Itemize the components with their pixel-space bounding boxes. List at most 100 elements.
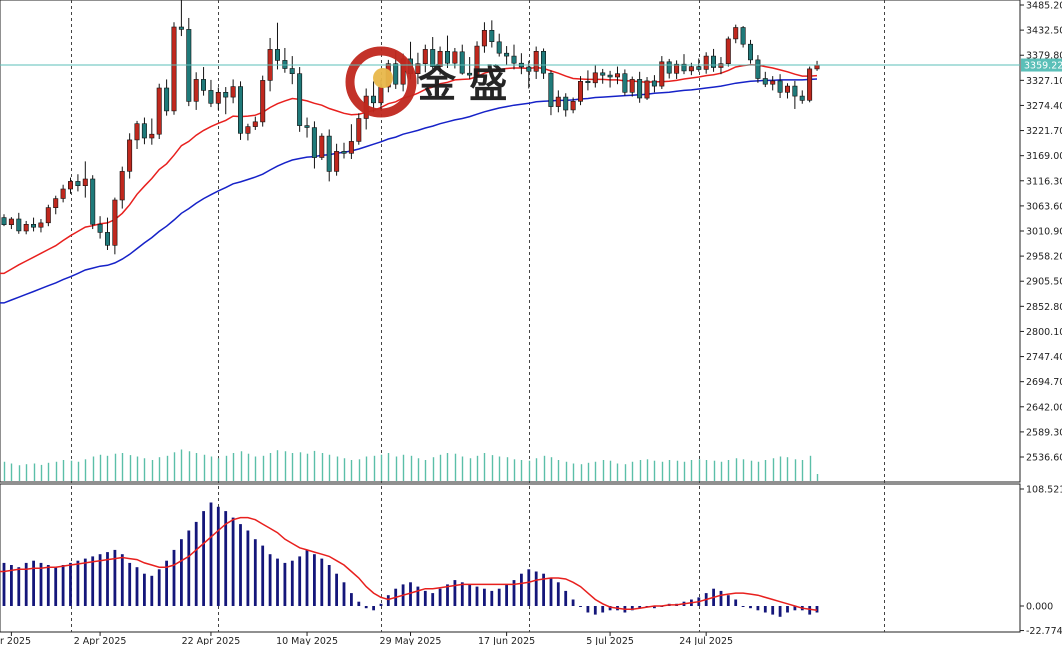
histogram-bar-25: [187, 530, 191, 606]
candle-95: [703, 52, 709, 74]
candle-body-31: [230, 86, 236, 98]
candle-87: [644, 77, 650, 100]
histogram-bar-48: [357, 601, 361, 606]
candle-66: [489, 20, 495, 48]
histogram-bar-0: [2, 562, 6, 606]
candle-body-17: [127, 139, 133, 172]
oscillator-signal: [0, 516, 818, 612]
histogram-bar-27: [202, 511, 205, 606]
candle-body-6: [45, 207, 51, 224]
candle-28: [208, 79, 214, 108]
candle-body-58: [430, 49, 436, 67]
candle-body-91: [674, 63, 680, 74]
histogram-bar-52: [386, 595, 390, 606]
histogram-bar-5: [39, 562, 43, 606]
histogram-bar-68: [505, 584, 508, 606]
candle-body-7: [53, 198, 59, 209]
histogram-bar-2: [17, 567, 21, 606]
histogram-bar-76: [564, 590, 568, 606]
candle-10: [75, 174, 81, 192]
histogram-bar-105: [778, 606, 782, 617]
candle-body-65: [481, 29, 487, 47]
candle-body-101: [747, 43, 753, 61]
candle-body-94: [696, 66, 702, 70]
histogram-bar-9: [69, 562, 72, 606]
histogram-bar-56: [416, 586, 420, 606]
candle-body-77: [570, 101, 576, 111]
candle-86: [637, 71, 643, 103]
candle-body-61: [452, 51, 458, 64]
histogram-bar-35: [261, 545, 265, 606]
candle-body-64: [474, 45, 480, 76]
histogram-bar-42: [313, 554, 316, 606]
candle-body-26: [193, 79, 199, 102]
candle-body-16: [119, 171, 125, 201]
candle-body-37: [274, 49, 280, 61]
candle-body-46: [341, 151, 347, 154]
time-tick-label-7: 24 Jul 2025: [679, 636, 733, 645]
candle-68: [504, 46, 510, 65]
candle-body-14: [105, 232, 111, 246]
histogram-bar-109: [808, 606, 812, 615]
candle-body-85: [629, 79, 635, 93]
histogram-bar-37: [276, 558, 279, 606]
histogram-bar-85: [630, 606, 634, 611]
candle-body-79: [585, 81, 591, 84]
candle-body-41: [304, 125, 310, 128]
candle-body-104: [770, 80, 776, 85]
osc-tick-label-1: 0.000: [1026, 602, 1053, 613]
ma-slow-line: [0, 78, 818, 304]
candle-64: [474, 41, 480, 83]
time-tick-label-1: 2 Apr 2025: [74, 636, 127, 645]
histogram-bar-23: [172, 549, 176, 606]
histogram-bar-63: [468, 584, 472, 606]
candle-body-108: [799, 95, 805, 101]
candle-80: [592, 65, 598, 88]
candle-body-88: [651, 80, 657, 87]
price-axis-ticks: 3485.20 3432.50 3379.80 3327.10 3274.40 3221.…: [1020, 1, 1062, 464]
candle-108: [799, 90, 805, 104]
candle-body-39: [289, 68, 295, 74]
candle-92: [681, 54, 687, 75]
candle-body-1: [8, 218, 14, 225]
time-tick-label-6: 5 Jul 2025: [586, 636, 634, 645]
candle-body-107: [792, 85, 798, 97]
histogram-bar-36: [268, 554, 272, 606]
candle-body-11: [82, 178, 88, 186]
candle-18: [134, 120, 140, 149]
candle-body-0: [1, 217, 7, 226]
histogram-bar-16: [120, 554, 124, 606]
candle-76: [563, 93, 569, 117]
price-tick-label-12: 2852.80: [1026, 302, 1062, 313]
histogram-bar-99: [734, 599, 738, 606]
candle-body-30: [223, 92, 229, 98]
price-tick-label-3: 3327.10: [1026, 76, 1062, 87]
time-tick-label-5: 17 Jun 2025: [478, 636, 535, 645]
histogram-bar-50: [372, 606, 375, 611]
histogram-bar-26: [194, 521, 198, 606]
candle-44: [326, 129, 332, 182]
candle-body-66: [489, 29, 495, 42]
candle-27: [201, 67, 207, 96]
price-pane: [0, 0, 1021, 483]
candle-104: [770, 76, 776, 91]
histogram-bar-110: [815, 606, 819, 613]
candle-body-87: [644, 80, 650, 99]
candle-body-44: [326, 135, 332, 172]
price-tick-label-2: 3379.80: [1026, 51, 1062, 62]
histogram-bar-107: [793, 606, 797, 611]
candle-body-72: [533, 50, 539, 72]
price-tick-label-9: 3010.90: [1026, 227, 1062, 238]
candle-body-35: [260, 80, 266, 123]
current-price-label: 3359.22: [1024, 61, 1062, 72]
candle-body-53: [393, 63, 399, 85]
candle-100: [740, 26, 746, 48]
candle-0: [1, 214, 7, 227]
price-tick-label-15: 2694.70: [1026, 377, 1062, 388]
price-tick-label-17: 2589.30: [1026, 427, 1062, 438]
candle-body-81: [600, 72, 606, 76]
histogram-bar-55: [409, 582, 412, 606]
candle-41: [304, 117, 310, 138]
candle-body-105: [777, 80, 783, 93]
